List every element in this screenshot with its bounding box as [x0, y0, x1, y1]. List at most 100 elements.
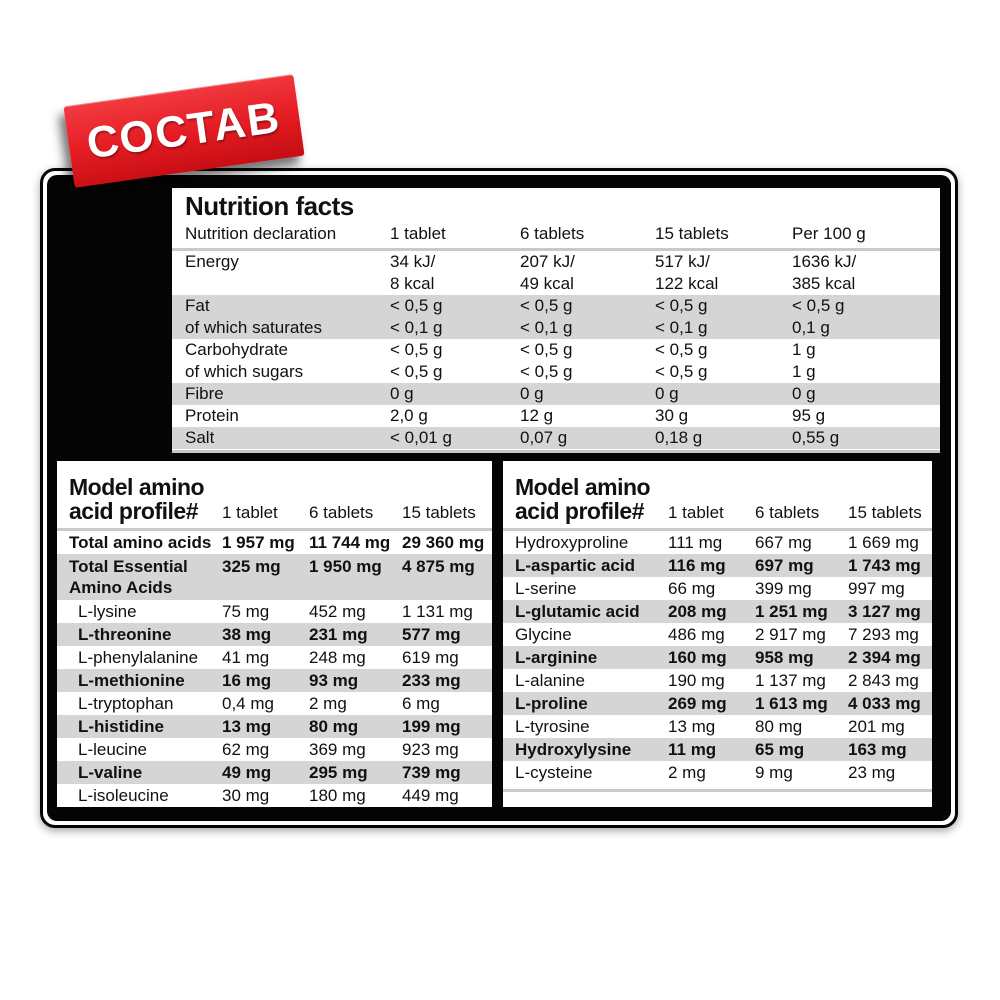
- amino-value: 4 033 mg: [848, 694, 921, 713]
- nutrient-value: 12 g: [520, 406, 554, 425]
- col-header-6-tablets: 6 tablets: [520, 224, 585, 243]
- col-header-6-tablets: 6 tablets: [755, 503, 820, 522]
- amino-value: 1 669 mg: [848, 533, 919, 552]
- col-header-15-tablets: 15 tablets: [655, 224, 729, 243]
- amino-value: 369 mg: [309, 740, 366, 759]
- nutrient-value: < 0,5 g: [792, 296, 845, 315]
- amino-value: 449 mg: [402, 786, 459, 805]
- amino-value: 667 mg: [755, 533, 812, 552]
- nutrient-value: 122 kcal: [655, 274, 719, 293]
- col-header-15-tablets: 15 tablets: [402, 503, 476, 522]
- amino-value: 201 mg: [848, 717, 905, 736]
- amino-value: 163 mg: [848, 740, 907, 759]
- amino-value: 452 mg: [309, 602, 366, 621]
- amino-value: 1 137 mg: [755, 671, 826, 690]
- col-header-per-100g: Per 100 g: [792, 224, 866, 243]
- nutrient-name: [185, 273, 390, 295]
- amino-value: 2 mg: [668, 763, 706, 782]
- amino-value: 75 mg: [222, 602, 270, 621]
- amino-value: 325 mg: [222, 557, 281, 576]
- amino-value: 0,4 mg: [222, 694, 274, 713]
- nutrition-rows: Energy 34 kJ/207 kJ/517 kJ/1636 kJ/8 kcal…: [172, 251, 940, 449]
- amino-value: 739 mg: [402, 763, 461, 782]
- nutrition-row-group: Energy 34 kJ/207 kJ/517 kJ/1636 kJ/8 kcal…: [172, 251, 940, 295]
- amino-value: 697 mg: [755, 556, 814, 575]
- amino-value: 11 mg: [668, 740, 717, 759]
- amino-value: 2 843 mg: [848, 671, 919, 690]
- amino-name: Glycine: [515, 625, 572, 644]
- amino-value: 248 mg: [309, 648, 366, 667]
- amino-value: 2 mg: [309, 694, 347, 713]
- nutrition-row: Salt < 0,01 g 0,07 g 0,18 g 0,55 g: [172, 427, 940, 449]
- amino-row: Hydroxylysine 11 mg 65 mg 163 mg: [503, 738, 932, 761]
- amino-name: L-cysteine: [515, 763, 593, 782]
- amino-value: 231 mg: [309, 625, 368, 644]
- amino-value: 41 mg: [222, 648, 270, 667]
- amino-value: 958 mg: [755, 648, 814, 667]
- nutrient-value: 207 kJ/: [520, 252, 575, 271]
- amino-row: Total Essential Amino Acids 325 mg 1 950 m…: [57, 554, 492, 600]
- nutrition-row-group: Fibre 0 g 0 g 0 g 0 g: [172, 383, 940, 405]
- nutrition-row: 8 kcal 49 kcal 122 kcal 385 kcal: [172, 273, 940, 295]
- amino-name: L-alanine: [515, 671, 585, 690]
- nutrient-value: < 0,5 g: [390, 362, 443, 381]
- amino-value: 199 mg: [402, 717, 461, 736]
- nutrition-row-group: Protein 2,0 g 12 g 30 g 95 g: [172, 405, 940, 427]
- nutrition-row: Carbohydrate < 0,5 g < 0,5 g < 0,5 g 1 g: [172, 339, 940, 361]
- nutrient-value: < 0,1 g: [655, 318, 708, 337]
- amino-row: L-glutamic acid 208 mg 1 251 mg 3 127 mg: [503, 600, 932, 623]
- amino-name: L-lysine: [78, 602, 137, 621]
- amino-value: 6 mg: [402, 694, 440, 713]
- amino-value: 269 mg: [668, 694, 727, 713]
- nutrient-name: Salt: [185, 428, 215, 447]
- nutrient-value: 34 kJ/: [390, 252, 436, 271]
- label-board-inner: Nutrition facts Nutrition declaration 1 …: [47, 175, 951, 821]
- nutrient-name: Protein: [185, 406, 239, 425]
- amino-name: Hydroxylysine: [515, 740, 632, 759]
- amino-value: 29 360 mg: [402, 533, 485, 552]
- amino-value: 30 mg: [222, 786, 270, 805]
- amino-row: L-isoleucine 30 mg 180 mg 449 mg: [57, 784, 492, 807]
- amino-value: 7 293 mg: [848, 625, 919, 644]
- nutrient-value: < 0,5 g: [655, 296, 708, 315]
- amino-name: L-methionine: [78, 671, 185, 690]
- amino-value: 13 mg: [668, 717, 716, 736]
- nutrient-value: 95 g: [792, 406, 826, 425]
- nutrient-name: Carbohydrate: [185, 340, 289, 359]
- label-board: Nutrition facts Nutrition declaration 1 …: [40, 168, 958, 828]
- amino-row: L-leucine 62 mg 369 mg 923 mg: [57, 738, 492, 761]
- nutrient-value: 8 kcal: [390, 274, 435, 293]
- amino-value: 233 mg: [402, 671, 461, 690]
- amino-value: 11 744 mg: [309, 533, 391, 552]
- nutrient-value: 1 g: [792, 340, 816, 359]
- nutrition-row: Fibre 0 g 0 g 0 g 0 g: [172, 383, 940, 405]
- divider: [503, 789, 932, 792]
- col-header-1-tablet: 1 tablet: [222, 503, 278, 522]
- amino-name: L-leucine: [78, 740, 147, 759]
- nutrition-facts-title: Nutrition facts: [185, 191, 354, 221]
- nutrient-value: 2,0 g: [390, 406, 428, 425]
- amino-value: 16 mg: [222, 671, 272, 690]
- amino-value: 4 875 mg: [402, 557, 475, 576]
- nutrition-header-row: Nutrition declaration 1 tablet 6 tablets…: [172, 221, 940, 247]
- amino-name: L-aspartic acid: [515, 556, 635, 575]
- amino-name: L-proline: [515, 694, 588, 713]
- divider: [172, 450, 940, 453]
- amino-right-header: Model amino acid profile# 1 tablet 6 tab…: [503, 461, 932, 528]
- amino-value: 80 mg: [309, 717, 359, 736]
- amino-row: L-tryptophan 0,4 mg 2 mg 6 mg: [57, 692, 492, 715]
- nutrition-facts-panel: Nutrition facts Nutrition declaration 1 …: [172, 188, 940, 453]
- amino-row: L-proline 269 mg 1 613 mg 4 033 mg: [503, 692, 932, 715]
- amino-row: L-alanine 190 mg 1 137 mg 2 843 mg: [503, 669, 932, 692]
- nutrient-value: < 0,5 g: [520, 340, 573, 359]
- amino-name: L-phenylalanine: [78, 648, 199, 667]
- amino-value: 180 mg: [309, 786, 366, 805]
- nutrient-value: < 0,1 g: [390, 318, 443, 337]
- amino-name: L-tyrosine: [515, 717, 590, 736]
- nutrient-value: 0,07 g: [520, 428, 568, 447]
- amino-row: L-phenylalanine 41 mg 248 mg 619 mg: [57, 646, 492, 669]
- col-header-1-tablet: 1 tablet: [390, 224, 446, 243]
- nutrition-row-group: Fat < 0,5 g < 0,5 g < 0,5 g < 0,5 g of which …: [172, 295, 940, 339]
- amino-value: 23 mg: [848, 763, 896, 782]
